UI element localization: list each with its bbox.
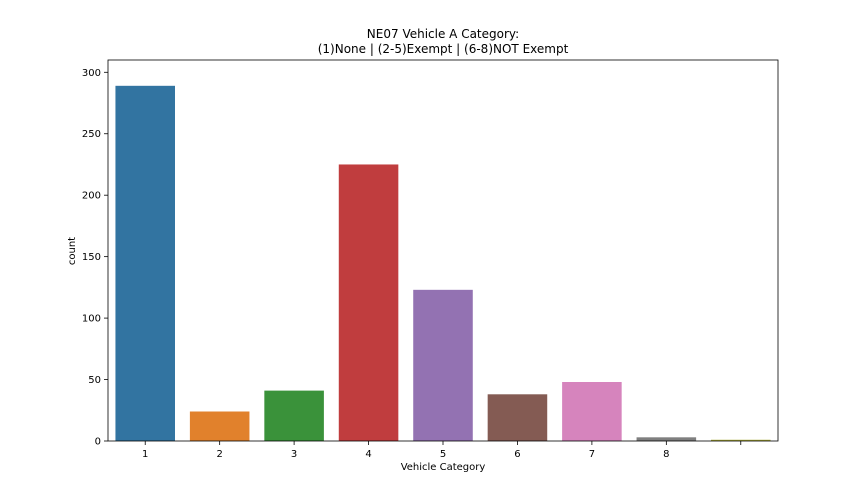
y-tick-label: 0 [95,437,101,448]
y-axis: 0 50 100 150 200 250 300 [82,68,108,448]
y-tick-label: 150 [82,252,101,263]
y-tick-label: 300 [82,68,101,79]
x-tick-label: 2 [216,449,222,460]
y-axis-label: count [67,237,78,265]
x-axis-label: Vehicle Category [401,462,486,473]
x-tick-label: 6 [514,449,520,460]
x-tick-label: 3 [291,449,297,460]
bar-1 [115,85,175,441]
y-tick-label: 200 [82,191,101,202]
bar-7 [562,382,622,441]
y-tick-label: 50 [88,375,101,386]
bar-5 [413,289,473,441]
chart-title: NE07 Vehicle A Category: [367,27,519,41]
bar-2 [189,411,250,441]
bars-layer [115,85,771,441]
bar-6 [487,394,548,441]
x-tick-label: 1 [142,449,148,460]
bar-unlabeled [711,439,771,441]
chart-subtitle: (1)None | (2-5)Exempt | (6-8)NOT Exempt [318,42,569,56]
x-tick-label: 5 [440,449,446,460]
bar-8 [636,437,697,441]
bar-4 [338,164,399,441]
x-axis: 1 2 3 4 5 6 7 8 [142,441,742,460]
bar-3 [264,390,324,441]
y-tick-label: 100 [82,314,101,325]
plot-frame [107,59,779,442]
x-tick-label: 8 [663,449,669,460]
x-tick-label: 4 [365,449,371,460]
y-tick-label: 250 [82,129,101,140]
x-tick-label: 7 [589,449,595,460]
